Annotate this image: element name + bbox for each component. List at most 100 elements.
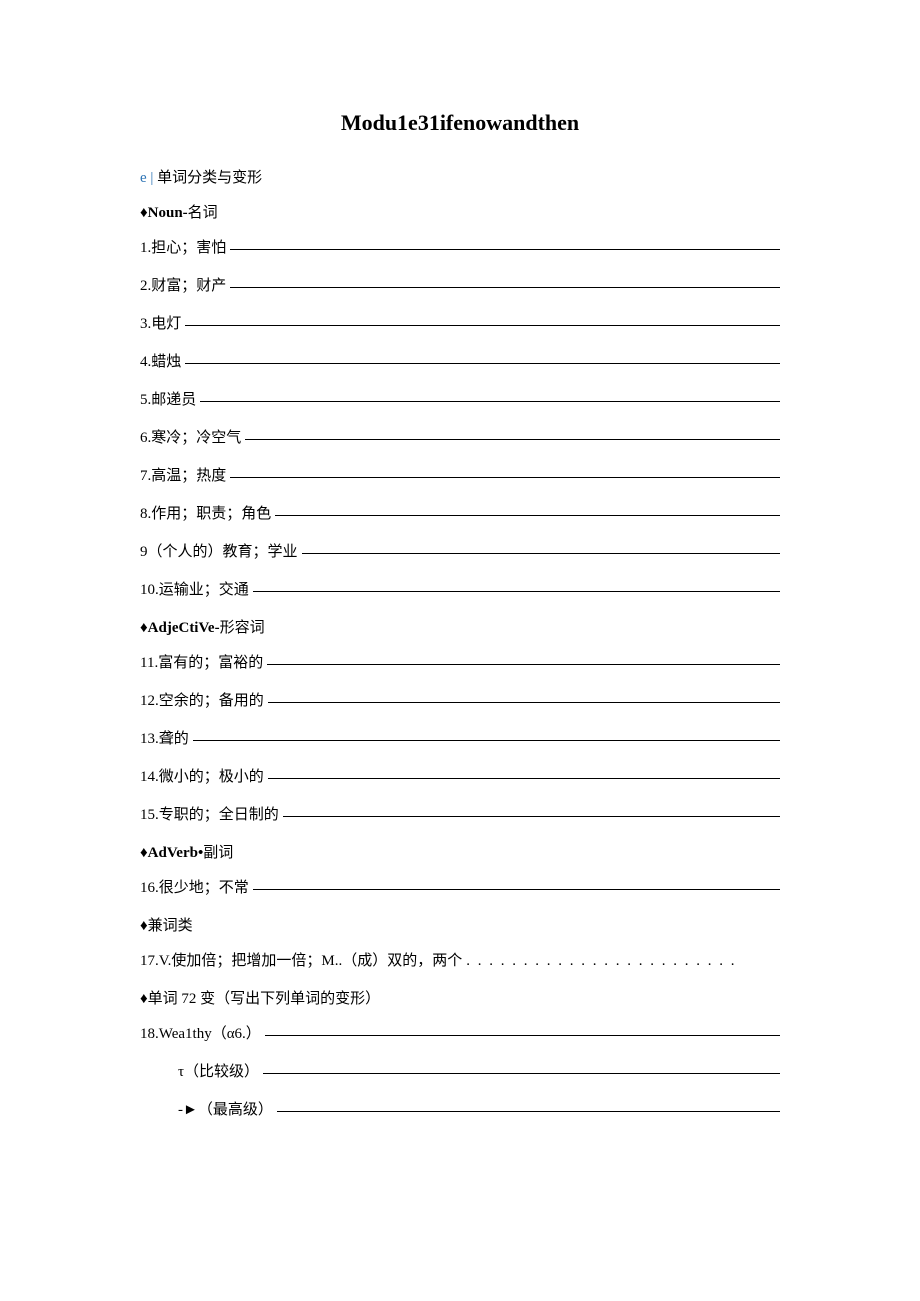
item-text: 很少地；不常 (159, 876, 249, 900)
list-item: 10 .运输业；交通 (140, 578, 780, 602)
category-bold: AdjeCtiVe- (148, 620, 220, 636)
sub-item: -►（最高级） (140, 1098, 780, 1122)
item-number: 5 (140, 388, 148, 412)
section-bullet: e | (140, 170, 153, 186)
item-text: .运输业；交通 (155, 578, 249, 602)
item-text: .聋的 (155, 727, 189, 751)
blank-line (230, 273, 780, 288)
item-number: 3 (140, 312, 148, 336)
item-text: τ（比较级） (178, 1060, 259, 1084)
list-item: 18. Wea1thy（α6.） (140, 1022, 780, 1046)
item-number: 14 (140, 765, 155, 789)
category-text: 名词 (188, 205, 218, 221)
category-adjective: ♦AdjeCtiVe-形容词 (140, 616, 780, 637)
list-item: 3 .电灯 (140, 312, 780, 336)
item-number: 10 (140, 578, 155, 602)
blank-line (267, 650, 780, 665)
blank-line (268, 764, 780, 779)
item-number: 4 (140, 350, 148, 374)
category-adverb: ♦AdVerb•副词 (140, 841, 780, 862)
category-text: 形容词 (220, 620, 265, 636)
category-text: 单词 72 变（写出下列单词的变形） (148, 991, 381, 1007)
blank-line (283, 802, 780, 817)
item-number: 17. (140, 949, 159, 973)
sub-item: τ（比较级） (140, 1060, 780, 1084)
blank-line (268, 688, 780, 703)
dotted-line: . . . . . . . . . . . . . . . . . . . . … (466, 949, 736, 973)
diamond-icon: ♦ (140, 205, 148, 221)
list-item: 13 .聋的 (140, 727, 780, 751)
blank-line (230, 235, 780, 250)
item-number: 8 (140, 502, 148, 526)
item-number: 2 (140, 274, 148, 298)
item-text: （个人的）教育；学业 (148, 540, 298, 564)
list-item: 16. 很少地；不常 (140, 876, 780, 900)
item-number: 16. (140, 876, 159, 900)
item-number: 9 (140, 540, 148, 564)
item-number: 12 (140, 689, 155, 713)
item-text: .寒冷；冷空气 (148, 426, 242, 450)
blank-line (185, 311, 780, 326)
item-text: .高温；热度 (148, 464, 227, 488)
blank-line (265, 1021, 780, 1036)
category-bold: Noun- (148, 205, 188, 221)
blank-line (302, 539, 780, 554)
list-item: 14 .微小的；极小的 (140, 765, 780, 789)
list-item: 9 （个人的）教育；学业 (140, 540, 780, 564)
list-item: 6 .寒冷；冷空气 (140, 426, 780, 450)
item-number: 15 (140, 803, 155, 827)
diamond-icon: ♦ (140, 918, 148, 934)
item-text: .富有的；富裕的 (154, 651, 263, 675)
item-number: 11 (140, 651, 154, 675)
diamond-icon: ♦ (140, 991, 148, 1007)
blank-line (193, 726, 780, 741)
item-number: 18. (140, 1022, 159, 1046)
item-number: 1 (140, 236, 148, 260)
item-text: .微小的；极小的 (155, 765, 264, 789)
category-bold: AdVerb• (148, 845, 204, 861)
category-text: 副词 (203, 845, 233, 861)
section-label: 单词分类与变形 (157, 170, 262, 186)
list-item: 8 .作用；职责；角色 (140, 502, 780, 526)
category-noun: ♦Noun-名词 (140, 201, 780, 222)
item-text: .空余的；备用的 (155, 689, 264, 713)
blank-line (263, 1059, 780, 1074)
item-text: .担心；害怕 (148, 236, 227, 260)
list-item: 4 .蜡烛 (140, 350, 780, 374)
category-multi: ♦兼词类 (140, 914, 780, 935)
blank-line (275, 501, 780, 516)
list-item: 11 .富有的；富裕的 (140, 651, 780, 675)
diamond-icon: ♦ (140, 845, 148, 861)
list-item: 5 .邮递员 (140, 388, 780, 412)
item-number: 7 (140, 464, 148, 488)
item-text: .邮递员 (148, 388, 197, 412)
item-text: .专职的；全日制的 (155, 803, 279, 827)
item-text: V.使加倍；把增加一倍；M..（成）双的，两个 (159, 949, 463, 973)
item-text: .电灯 (148, 312, 182, 336)
list-item: 7 .高温；热度 (140, 464, 780, 488)
document-title: Modu1e31ifenowandthen (140, 110, 780, 136)
section-header-1: e | 单词分类与变形 (140, 166, 780, 187)
list-item: 12 .空余的；备用的 (140, 689, 780, 713)
blank-line (253, 875, 780, 890)
list-item: 15 .专职的；全日制的 (140, 803, 780, 827)
blank-line (200, 387, 780, 402)
blank-line (245, 425, 780, 440)
item-text: .作用；职责；角色 (148, 502, 272, 526)
diamond-icon: ♦ (140, 620, 148, 636)
list-item: 1 .担心；害怕 (140, 236, 780, 260)
category-text: 兼词类 (148, 918, 193, 934)
list-item: 17. V.使加倍；把增加一倍；M..（成）双的，两个 . . . . . . … (140, 949, 780, 973)
item-number: 13 (140, 727, 155, 751)
item-text: .财富；财产 (148, 274, 227, 298)
list-item: 2 .财富；财产 (140, 274, 780, 298)
category-transform: ♦单词 72 变（写出下列单词的变形） (140, 987, 780, 1008)
blank-line (253, 577, 780, 592)
item-number: 6 (140, 426, 148, 450)
blank-line (230, 463, 780, 478)
item-text: Wea1thy（α6.） (159, 1022, 261, 1046)
blank-line (277, 1097, 780, 1112)
item-text: -►（最高级） (178, 1098, 273, 1122)
item-text: .蜡烛 (148, 350, 182, 374)
blank-line (185, 349, 780, 364)
